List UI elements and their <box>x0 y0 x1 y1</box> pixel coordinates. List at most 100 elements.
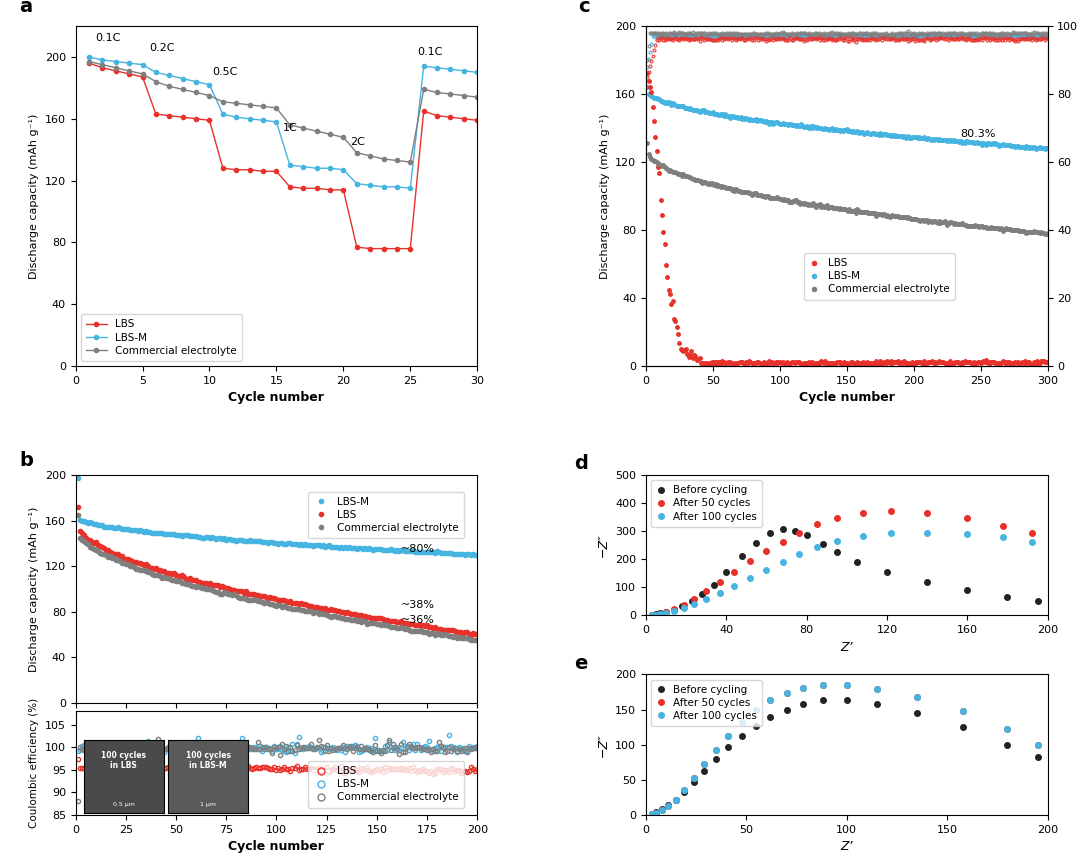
After 50 cycles <box>646 610 659 621</box>
Commercial electrolyte <box>324 129 337 140</box>
After 50 cycles <box>760 546 773 557</box>
LBS <box>458 114 471 124</box>
LBS-M <box>82 52 95 62</box>
Before cycling <box>662 800 675 811</box>
After 100 cycles <box>831 536 843 546</box>
LBS <box>880 356 893 367</box>
Commercial electrolyte <box>458 90 471 101</box>
Commercial electrolyte <box>270 102 283 113</box>
After 50 cycles <box>700 585 713 596</box>
LBS <box>436 625 449 636</box>
Line: After 50 cycles: After 50 cycles <box>649 508 1035 618</box>
LBS <box>464 629 477 640</box>
Legend: LBS, LBS-M, Commercial electrolyte: LBS, LBS-M, Commercial electrolyte <box>81 314 242 361</box>
LBS-M <box>1039 144 1052 154</box>
Line: After 100 cycles: After 100 cycles <box>649 682 1040 817</box>
Before cycling <box>880 567 893 577</box>
Line: Commercial electrolyte: Commercial electrolyte <box>646 141 1050 236</box>
Line: Before cycling: Before cycling <box>649 698 1040 817</box>
Before cycling <box>816 695 829 706</box>
Line: After 50 cycles: After 50 cycles <box>649 682 1040 817</box>
LBS <box>640 68 653 79</box>
After 50 cycles <box>660 607 673 617</box>
LBS-M <box>436 548 449 558</box>
Line: Before cycling: Before cycling <box>649 526 1040 617</box>
LBS <box>879 358 892 368</box>
After 100 cycles <box>777 557 789 567</box>
Before cycling <box>764 528 777 538</box>
LBS-M <box>1041 143 1054 153</box>
LBS-M <box>146 528 159 538</box>
After 50 cycles <box>764 695 777 706</box>
After 50 cycles <box>816 680 829 690</box>
Before cycling <box>667 604 680 615</box>
After 100 cycles <box>688 599 701 610</box>
Before cycling <box>850 557 863 567</box>
Text: 0.2C: 0.2C <box>149 42 175 53</box>
After 100 cycles <box>840 680 853 690</box>
Line: LBS: LBS <box>76 505 480 636</box>
Before cycling <box>816 538 829 549</box>
After 100 cycles <box>1031 740 1044 750</box>
Commercial electrolyte <box>377 153 390 164</box>
LBS-M <box>136 60 149 70</box>
After 100 cycles <box>710 745 723 755</box>
After 50 cycles <box>728 567 741 577</box>
Text: ~38%: ~38% <box>401 600 435 610</box>
After 50 cycles <box>744 557 757 567</box>
LBS-M <box>886 130 899 140</box>
Commercial electrolyte <box>136 68 149 79</box>
LBS <box>87 538 100 548</box>
Commercial electrolyte <box>310 126 323 136</box>
X-axis label: Z’: Z’ <box>840 840 853 853</box>
Before cycling <box>735 730 748 740</box>
Before cycling <box>764 712 777 722</box>
Legend: LBS, LBS-M, Commercial electrolyte: LBS, LBS-M, Commercial electrolyte <box>804 253 955 300</box>
After 100 cycles <box>721 730 734 740</box>
After 100 cycles <box>660 608 673 618</box>
LBS <box>1005 357 1018 368</box>
Commercial electrolyte <box>257 101 270 112</box>
After 50 cycles <box>810 518 823 529</box>
After 100 cycles <box>646 610 659 621</box>
LBS <box>471 629 484 639</box>
After 50 cycles <box>885 505 897 516</box>
After 100 cycles <box>646 809 659 819</box>
Line: LBS: LBS <box>86 61 480 251</box>
X-axis label: Cycle number: Cycle number <box>229 391 324 404</box>
Text: 0.5C: 0.5C <box>212 68 238 77</box>
After 50 cycles <box>670 794 683 805</box>
After 100 cycles <box>764 695 777 706</box>
Before cycling <box>649 610 662 620</box>
Y-axis label: Coulombic efficiency (%): Coulombic efficiency (%) <box>29 698 39 828</box>
Before cycling <box>777 524 789 534</box>
Before cycling <box>677 786 690 797</box>
After 50 cycles <box>721 730 734 740</box>
LBS-M <box>377 181 390 192</box>
LBS-M <box>149 67 162 77</box>
LBS-M <box>878 128 891 139</box>
LBS-M <box>450 549 463 559</box>
After 100 cycles <box>700 594 713 604</box>
Commercial electrolyte <box>1041 228 1054 238</box>
Line: Commercial electrolyte: Commercial electrolyte <box>86 60 480 164</box>
Commercial electrolyte <box>471 92 484 102</box>
LBS-M <box>417 61 430 71</box>
Commercial electrolyte <box>444 88 457 99</box>
LBS <box>364 244 377 254</box>
LBS-M <box>879 129 892 140</box>
LBS <box>109 66 122 76</box>
LBS-M <box>640 82 653 93</box>
Line: Commercial electrolyte: Commercial electrolyte <box>76 512 480 642</box>
After 50 cycles <box>997 521 1010 531</box>
Commercial electrolyte <box>149 76 162 87</box>
Commercial electrolyte <box>176 84 189 95</box>
Legend: LBS, LBS-M, Commercial electrolyte: LBS, LBS-M, Commercial electrolyte <box>308 761 464 808</box>
Before cycling <box>840 695 853 706</box>
After 50 cycles <box>698 759 711 770</box>
Before cycling <box>910 707 923 718</box>
After 50 cycles <box>796 682 809 693</box>
Line: LBS: LBS <box>646 72 1050 367</box>
Commercial electrolyte <box>391 155 404 166</box>
Commercial electrolyte <box>878 209 891 219</box>
